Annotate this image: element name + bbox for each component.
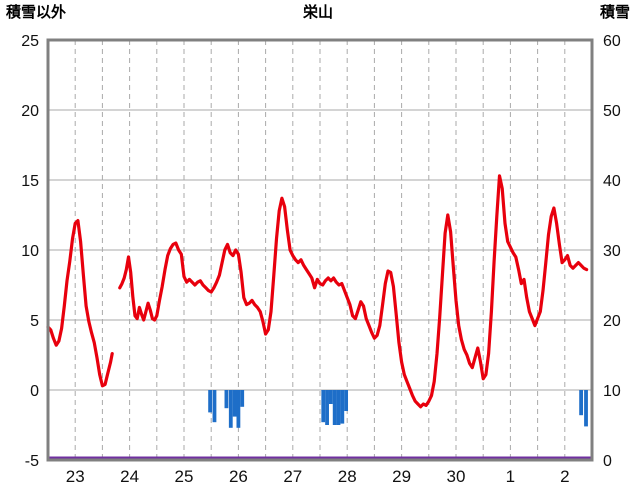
svg-text:24: 24 xyxy=(120,467,139,486)
svg-text:25: 25 xyxy=(175,467,194,486)
svg-text:10: 10 xyxy=(21,243,39,260)
svg-text:29: 29 xyxy=(392,467,411,486)
svg-text:25: 25 xyxy=(21,33,39,50)
svg-text:0: 0 xyxy=(603,453,612,470)
svg-text:30: 30 xyxy=(447,467,466,486)
svg-text:20: 20 xyxy=(603,313,621,330)
svg-text:23: 23 xyxy=(66,467,85,486)
svg-text:-5: -5 xyxy=(25,453,39,470)
svg-text:60: 60 xyxy=(603,33,621,50)
left-axis-title: 積雪以外 xyxy=(6,4,67,21)
svg-text:1: 1 xyxy=(506,467,515,486)
svg-text:15: 15 xyxy=(21,173,39,190)
svg-text:20: 20 xyxy=(21,103,39,120)
svg-text:0: 0 xyxy=(30,383,39,400)
svg-text:27: 27 xyxy=(283,467,302,486)
chart-title: 栄山 xyxy=(302,4,333,21)
svg-text:2: 2 xyxy=(560,467,569,486)
svg-text:28: 28 xyxy=(338,467,357,486)
svg-text:5: 5 xyxy=(30,313,39,330)
svg-text:10: 10 xyxy=(603,383,621,400)
svg-text:50: 50 xyxy=(603,103,621,120)
right-axis-title: 積雪 xyxy=(599,4,630,21)
svg-text:30: 30 xyxy=(603,243,621,260)
svg-text:26: 26 xyxy=(229,467,248,486)
svg-text:40: 40 xyxy=(603,173,621,190)
